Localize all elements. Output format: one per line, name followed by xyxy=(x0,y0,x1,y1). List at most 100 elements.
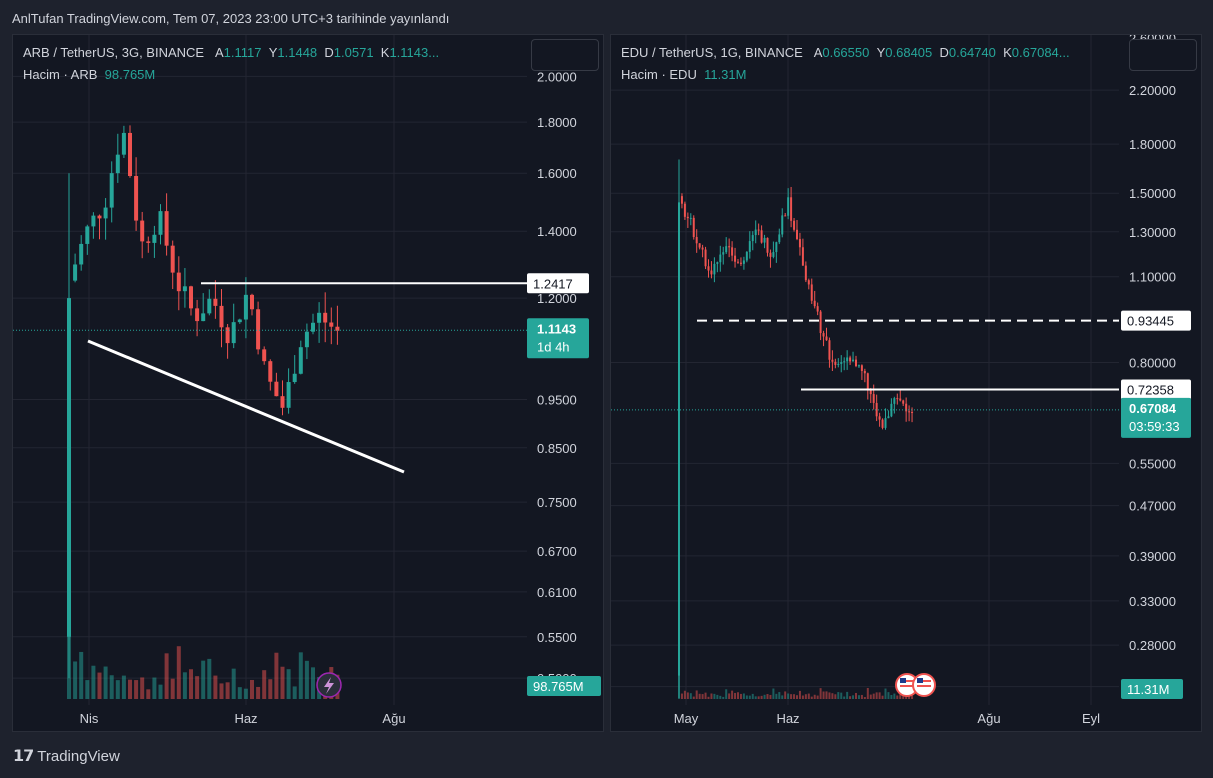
candle-body xyxy=(801,247,804,266)
edu-chart-panel[interactable]: 2.20000 1.80000 1.50000 1.30000 1.10000 0.800… xyxy=(610,34,1202,732)
arb-countdown-tag: 1d 4h xyxy=(537,339,570,354)
volume-bar xyxy=(908,695,911,699)
candle-body xyxy=(323,312,328,323)
candle-body xyxy=(804,265,807,281)
volume-bar xyxy=(905,695,908,699)
candle-body xyxy=(182,286,187,292)
candle-body xyxy=(128,132,132,177)
volume-bar xyxy=(85,680,90,699)
candle-body xyxy=(286,382,291,408)
candle-body xyxy=(256,309,261,350)
candle-body xyxy=(722,252,725,255)
candle-body xyxy=(73,264,78,281)
volume-bar xyxy=(170,678,175,699)
volume-bar xyxy=(902,695,905,699)
edu-last-price-bg xyxy=(1121,397,1191,438)
volume-bar xyxy=(801,695,804,699)
edu-level-tag: 0.72358 xyxy=(1127,382,1174,397)
edu-ohlc: A0.66550 Y0.68405 D0.64740 K0.67084... xyxy=(806,45,1070,60)
volume-bar xyxy=(73,661,78,699)
lightning-glyph xyxy=(324,677,334,694)
arb-volume-label: Hacim · ARB xyxy=(23,67,98,82)
volume-bar xyxy=(804,694,807,699)
candle-body xyxy=(250,294,254,310)
y-tick-label: 0.33000 xyxy=(1129,594,1176,609)
x-tick-label: Haz xyxy=(234,711,257,726)
edu-close-value: 0.67084... xyxy=(1011,45,1070,60)
candle-body xyxy=(769,252,772,257)
volume-bar xyxy=(304,660,309,699)
candle-body xyxy=(834,361,837,365)
candle-body xyxy=(140,220,145,242)
candle-body xyxy=(793,220,796,230)
edu-high-value: 0.68405 xyxy=(885,45,933,60)
candle-body xyxy=(837,363,840,365)
volume-bar xyxy=(754,696,757,699)
candle-body xyxy=(731,247,734,256)
volume-bar xyxy=(201,660,206,699)
edu-close-key: K xyxy=(1003,45,1012,60)
candle-body xyxy=(79,243,84,265)
volume-bar xyxy=(134,680,139,699)
candle-body xyxy=(816,306,819,312)
volume-bar xyxy=(286,669,291,699)
y-tick-label: 0.47000 xyxy=(1129,499,1176,514)
candle-body xyxy=(739,262,742,264)
candle-body xyxy=(231,322,236,344)
us-flag-canton xyxy=(917,678,923,683)
volume-bar xyxy=(710,693,713,699)
volume-bar xyxy=(140,677,145,699)
candle-body xyxy=(905,403,908,412)
edu-volume-tag-bg xyxy=(1121,679,1183,699)
volume-bar xyxy=(846,691,849,699)
volume-bar xyxy=(816,695,819,699)
arb-toolbar-box[interactable] xyxy=(531,39,599,71)
volume-bar xyxy=(866,687,869,699)
arb-chart-panel[interactable]: 2.0000 1.8000 1.6000 1.4000 1.2000 0.9500 0.85… xyxy=(12,34,604,732)
edu-volume-legend: Hacim · EDU 11.31M xyxy=(621,67,746,82)
arb-open-key: A xyxy=(214,45,224,60)
y-tick-label: 1.30000 xyxy=(1129,225,1176,240)
volume-bar xyxy=(213,675,218,699)
edu-low-value: 0.64740 xyxy=(948,45,996,60)
y-tick-label: 1.2000 xyxy=(537,291,577,306)
volume-bar xyxy=(760,695,763,699)
volume-bar xyxy=(855,692,857,699)
candle-body xyxy=(881,419,884,428)
edu-chart-canvas[interactable]: 2.20000 1.80000 1.50000 1.30000 1.10000 0.800… xyxy=(611,35,1202,732)
tradingview-footer[interactable]: 𝟭𝟳 TradingView xyxy=(13,746,120,766)
volume-bar xyxy=(311,667,315,699)
y-tick-label: 0.6100 xyxy=(537,585,577,600)
candle-body xyxy=(819,311,822,334)
volume-bar xyxy=(787,693,790,699)
arb-chart-canvas[interactable]: 2.0000 1.8000 1.6000 1.4000 1.2000 0.9500 0.85… xyxy=(13,35,604,732)
arb-open-value: 1.1117 xyxy=(223,45,262,60)
candle-body xyxy=(698,243,701,248)
volume-bar xyxy=(680,693,683,699)
candle-body xyxy=(146,241,151,243)
volume-bar xyxy=(819,688,822,699)
candle-body xyxy=(713,263,716,275)
y-tick-label: 0.6700 xyxy=(537,544,577,559)
candle-body xyxy=(298,347,303,374)
y-tick-label: 0.80000 xyxy=(1129,355,1176,370)
candle-body xyxy=(822,333,825,337)
volume-bar xyxy=(778,692,781,699)
edu-high-key: Y xyxy=(876,45,886,60)
candle-body xyxy=(846,357,849,362)
y-tick-label: 0.9500 xyxy=(537,393,577,408)
candle-body xyxy=(237,319,242,323)
volume-bar xyxy=(231,668,236,699)
candle-body xyxy=(158,211,163,235)
candle-body xyxy=(207,298,212,314)
edu-toolbar-box[interactable] xyxy=(1129,39,1197,71)
volume-bar xyxy=(262,670,267,699)
volume-bar xyxy=(97,672,102,699)
edu-open-value: 0.66550 xyxy=(822,45,870,60)
candle-body xyxy=(728,246,731,248)
volume-bar xyxy=(834,694,837,699)
volume-bar xyxy=(280,666,285,699)
volume-bar xyxy=(769,694,772,699)
volume-bar xyxy=(152,677,157,699)
candle-body xyxy=(757,229,760,231)
